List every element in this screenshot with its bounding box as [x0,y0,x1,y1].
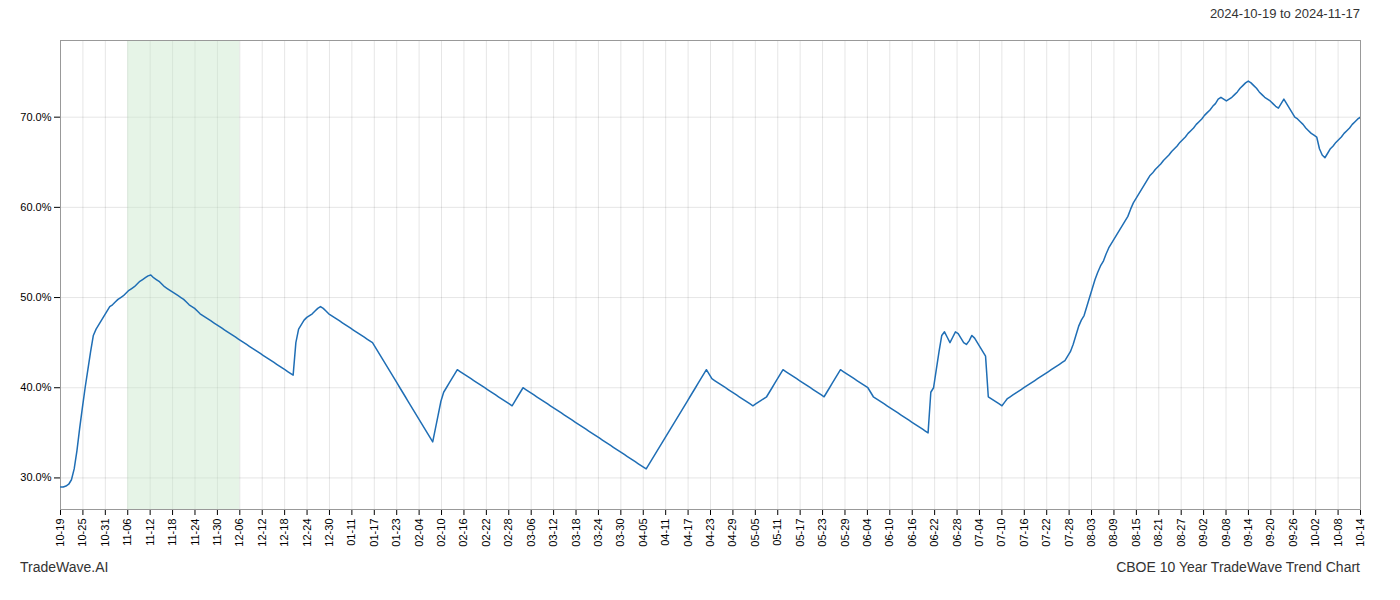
svg-text:07-16: 07-16 [1018,519,1030,547]
svg-text:03-06: 03-06 [525,519,537,547]
svg-text:10-02: 10-02 [1309,519,1321,547]
svg-text:12-06: 12-06 [233,519,245,547]
svg-text:05-05: 05-05 [749,519,761,547]
svg-text:10-19: 10-19 [54,519,66,547]
svg-text:11-24: 11-24 [189,519,201,546]
svg-text:02-10: 02-10 [435,519,447,547]
svg-text:06-22: 06-22 [928,519,940,547]
svg-text:11-12: 11-12 [144,519,156,546]
svg-text:09-02: 09-02 [1197,519,1209,547]
svg-text:04-17: 04-17 [682,519,694,547]
svg-text:03-18: 03-18 [570,519,582,547]
svg-text:03-30: 03-30 [614,519,626,547]
svg-text:08-09: 08-09 [1107,519,1119,547]
svg-text:09-14: 09-14 [1242,519,1254,547]
svg-text:02-16: 02-16 [457,519,469,547]
svg-text:08-27: 08-27 [1175,519,1187,547]
svg-text:70.0%: 70.0% [20,111,51,123]
svg-text:01-23: 01-23 [390,519,402,547]
svg-text:10-08: 10-08 [1332,519,1344,547]
svg-text:01-17: 01-17 [368,519,380,547]
svg-text:05-17: 05-17 [794,519,806,547]
svg-text:07-04: 07-04 [973,519,985,547]
svg-text:08-21: 08-21 [1152,519,1164,547]
svg-text:02-28: 02-28 [502,519,514,547]
svg-text:11-18: 11-18 [166,519,178,546]
svg-text:03-24: 03-24 [592,519,604,547]
svg-text:07-22: 07-22 [1040,519,1052,547]
svg-text:10-31: 10-31 [99,519,111,547]
svg-text:60.0%: 60.0% [20,201,51,213]
svg-text:06-28: 06-28 [951,519,963,547]
svg-text:04-05: 04-05 [637,519,649,547]
svg-text:10-25: 10-25 [76,519,88,547]
svg-text:06-04: 06-04 [861,519,873,547]
svg-text:40.0%: 40.0% [20,381,51,393]
svg-text:05-11: 05-11 [771,519,783,546]
svg-text:06-16: 06-16 [906,519,918,547]
svg-text:04-23: 04-23 [704,519,716,547]
svg-text:09-26: 09-26 [1287,519,1299,547]
svg-text:08-03: 08-03 [1085,519,1097,547]
svg-text:09-20: 09-20 [1264,519,1276,547]
svg-text:04-11: 04-11 [659,519,671,546]
svg-text:50.0%: 50.0% [20,291,51,303]
svg-text:11-30: 11-30 [211,519,223,546]
svg-text:01-11: 01-11 [345,519,357,546]
svg-text:12-24: 12-24 [301,519,313,547]
svg-text:02-22: 02-22 [480,519,492,547]
svg-text:12-30: 12-30 [323,519,335,547]
html-text:2024-10-19 to 2024-11-17: 2024-10-19 to 2024-11-17 [1209,6,1360,21]
svg-text:03-12: 03-12 [547,519,559,547]
svg-text:10-14: 10-14 [1354,519,1366,547]
svg-text:08-15: 08-15 [1130,519,1142,547]
svg-text:12-12: 12-12 [256,519,268,547]
svg-text:12-18: 12-18 [278,519,290,547]
svg-text:09-08: 09-08 [1220,519,1232,547]
svg-text:30.0%: 30.0% [20,471,51,483]
html-text:CBOE 10 Year TradeWave Trend C: CBOE 10 Year TradeWave Trend Chart [1116,559,1360,575]
svg-text:02-04: 02-04 [413,519,425,547]
svg-text:07-10: 07-10 [995,519,1007,547]
svg-text:07-28: 07-28 [1063,519,1075,547]
svg-text:05-29: 05-29 [839,519,851,547]
svg-text:11-06: 11-06 [121,519,133,546]
svg-text:06-10: 06-10 [883,519,895,547]
svg-text:04-29: 04-29 [726,519,738,547]
svg-text:05-23: 05-23 [816,519,828,547]
html-text:TradeWave.AI: TradeWave.AI [20,559,109,575]
